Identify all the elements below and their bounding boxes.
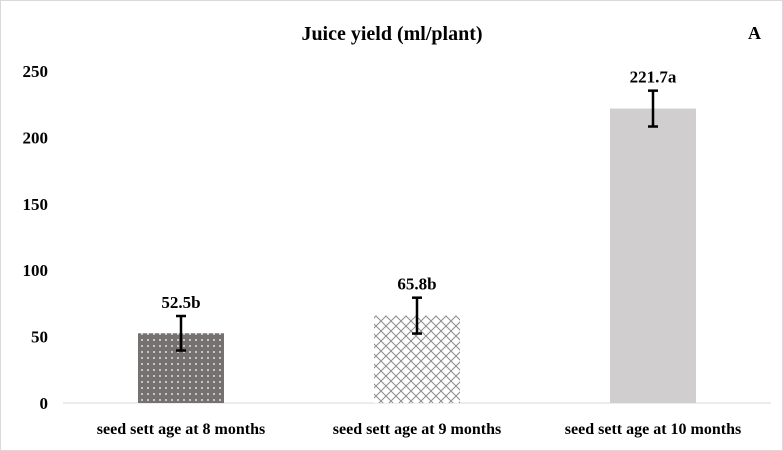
error-bar-0: [176, 314, 186, 352]
y-tick-label-3: 150: [23, 195, 49, 214]
error-bar-2: [648, 89, 658, 128]
x-tick-label-2: seed sett age at 10 months: [565, 421, 741, 438]
error-bar-1: [412, 296, 422, 335]
data-labels: 52.5b 65.8b 221.7a: [161, 68, 676, 312]
y-tick-label-1: 50: [31, 328, 48, 347]
y-axis: 0 50 100 150 200 250: [23, 62, 49, 413]
chart-title: Juice yield (ml/plant): [301, 23, 482, 45]
data-label-2: 221.7a: [630, 68, 677, 87]
y-tick-label-0: 0: [40, 394, 49, 413]
x-tick-label-1: seed sett age at 9 months: [333, 421, 501, 438]
bar-2: [610, 108, 696, 403]
error-bars: [176, 89, 658, 352]
y-tick-label-5: 250: [23, 62, 49, 81]
bars: [138, 108, 696, 403]
y-tick-label-2: 100: [23, 261, 49, 280]
x-tick-label-0: seed sett age at 8 months: [97, 421, 265, 438]
data-label-0: 52.5b: [161, 293, 200, 312]
x-axis: seed sett age at 8 months seed sett age a…: [97, 421, 741, 438]
y-tick-label-4: 200: [23, 128, 49, 147]
data-label-1: 65.8b: [397, 275, 436, 294]
panel-label: A: [748, 23, 761, 43]
